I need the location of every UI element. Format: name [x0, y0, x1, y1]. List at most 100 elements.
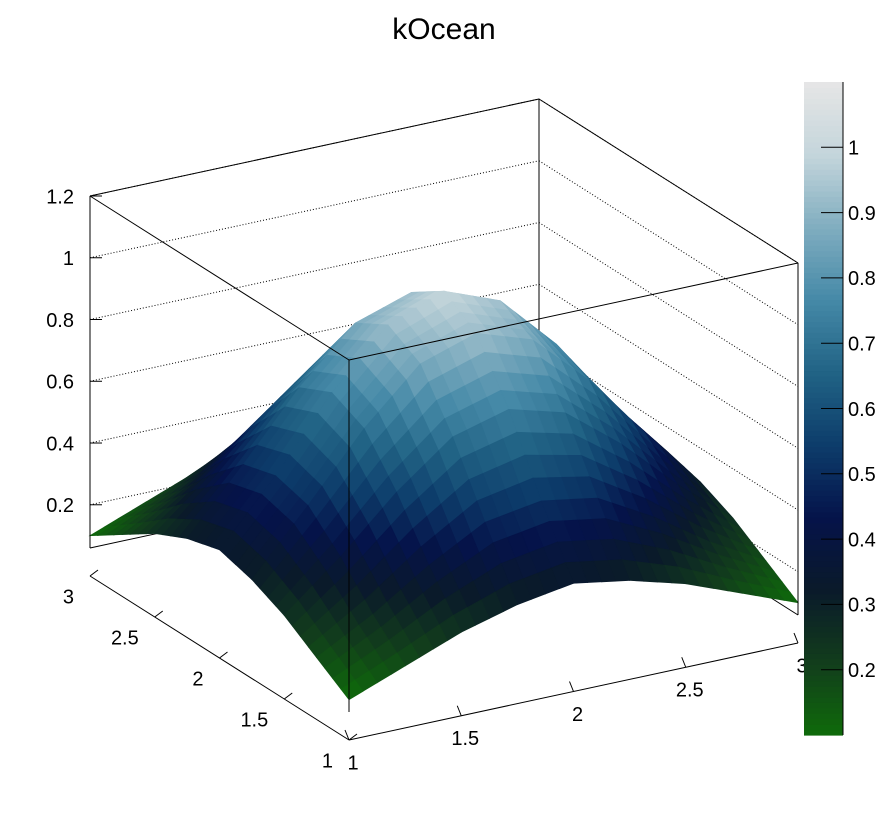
colorbar-segment — [804, 136, 843, 143]
colorbar-segment — [804, 337, 843, 344]
colorbar-segment — [804, 179, 843, 186]
colorbar-segment — [804, 724, 843, 731]
colorbar-segment — [804, 228, 843, 235]
x-tick — [793, 632, 799, 644]
colorbar-segment — [804, 147, 843, 154]
colorbar-segment — [804, 332, 843, 339]
z-tick-label: 1.2 — [46, 186, 74, 208]
colorbar-segment — [804, 250, 843, 257]
colorbar-segment — [804, 109, 843, 116]
colorbar-tick-label: 0.8 — [848, 268, 876, 290]
colorbar-segment — [804, 528, 843, 535]
z-tick-label: 1 — [63, 248, 74, 270]
colorbar-segment — [804, 103, 843, 110]
colorbar-segment — [804, 130, 843, 138]
colorbar-segment — [804, 506, 843, 513]
colorbar-segment — [804, 495, 843, 502]
colorbar-segment — [804, 473, 843, 480]
colorbar-segment — [804, 544, 843, 551]
colorbar-segment — [804, 549, 843, 557]
y-tick — [89, 569, 99, 577]
colorbar-segment — [804, 517, 843, 524]
x-tick-label: 2.5 — [676, 680, 704, 702]
z-tick-label: 0.2 — [46, 495, 74, 517]
colorbar-segment — [804, 609, 843, 616]
colorbar-segment — [804, 408, 843, 415]
x-tick — [569, 681, 574, 692]
colorbar-segment — [804, 120, 843, 127]
chart-title: kOcean — [392, 13, 495, 46]
colorbar-segment — [804, 577, 843, 584]
colorbar-tick-label: 0.2 — [848, 660, 876, 682]
colorbar-segment — [804, 310, 843, 317]
colorbar-segment — [804, 283, 843, 290]
colorbar-segment — [804, 261, 843, 268]
colorbar-segment — [804, 288, 843, 295]
colorbar-segment — [804, 571, 843, 578]
colorbar-segment — [804, 305, 843, 312]
z-tick-label: 0.6 — [46, 372, 74, 394]
y-tick-label: 1.5 — [240, 709, 268, 731]
y-tick — [154, 610, 164, 618]
colorbar-segment — [804, 239, 843, 246]
colorbar-segment — [804, 245, 843, 252]
colorbar-segment — [804, 256, 843, 263]
y-tick-label: 1 — [322, 750, 333, 772]
colorbar-segment — [804, 386, 843, 393]
colorbar-segment — [804, 169, 843, 176]
colorbar-segment — [804, 457, 843, 464]
colorbar-segment — [804, 462, 843, 469]
colorbar-segment — [804, 560, 843, 567]
colorbar-tick-label: 0.7 — [848, 333, 876, 355]
colorbar-segment — [804, 691, 843, 698]
y-tick-label: 2.5 — [111, 627, 139, 649]
colorbar-segment — [804, 354, 843, 361]
y-tick-label: 3 — [63, 586, 74, 608]
colorbar-segment — [804, 533, 843, 540]
colorbar-segment — [804, 424, 843, 431]
grid-line — [538, 160, 799, 326]
colorbar-segment — [804, 190, 843, 197]
colorbar-segment — [804, 479, 843, 486]
colorbar-segment — [804, 647, 843, 654]
x-tick — [456, 705, 462, 716]
colorbar-segment — [804, 484, 843, 491]
colorbar-segment — [804, 87, 843, 94]
colorbar-segment — [804, 637, 843, 644]
colorbar-segment — [804, 490, 843, 497]
colorbar-segment — [804, 392, 843, 399]
colorbar-segment — [804, 664, 843, 671]
colorbar-tick-label: 0.9 — [848, 203, 876, 225]
y-tick — [219, 651, 228, 659]
colorbar-segment — [804, 604, 843, 611]
colorbar-segment — [804, 435, 843, 442]
x-tick-label: 2 — [572, 704, 583, 726]
colorbar-segment — [804, 713, 843, 720]
colorbar-segment — [804, 158, 843, 165]
colorbar-segment — [804, 125, 843, 132]
colorbar-segment — [804, 729, 843, 736]
colorbar-segment — [804, 174, 843, 181]
colorbar-segment — [804, 294, 843, 301]
colorbar-segment — [804, 212, 843, 219]
colorbar-segment — [804, 419, 843, 426]
colorbar-segment — [804, 430, 843, 437]
colorbar-segment — [804, 588, 843, 595]
colorbar-segment — [804, 381, 843, 388]
colorbar-segment — [804, 267, 843, 274]
z-tick-label: 0.4 — [46, 433, 74, 455]
colorbar-segment — [804, 234, 843, 241]
colorbar-segment — [804, 315, 843, 323]
colorbar-segment — [804, 511, 843, 518]
box-edge — [538, 98, 799, 264]
colorbar-segment — [804, 321, 843, 328]
colorbar-segment — [804, 675, 843, 682]
colorbar-tick-label: 0.5 — [848, 464, 876, 486]
colorbar-segment — [804, 375, 843, 382]
colorbar-segment — [804, 413, 843, 420]
colorbar-segment — [804, 141, 843, 148]
colorbar-segment — [804, 468, 843, 475]
colorbar-tick-label: 1 — [848, 138, 859, 160]
y-tick — [283, 692, 293, 700]
